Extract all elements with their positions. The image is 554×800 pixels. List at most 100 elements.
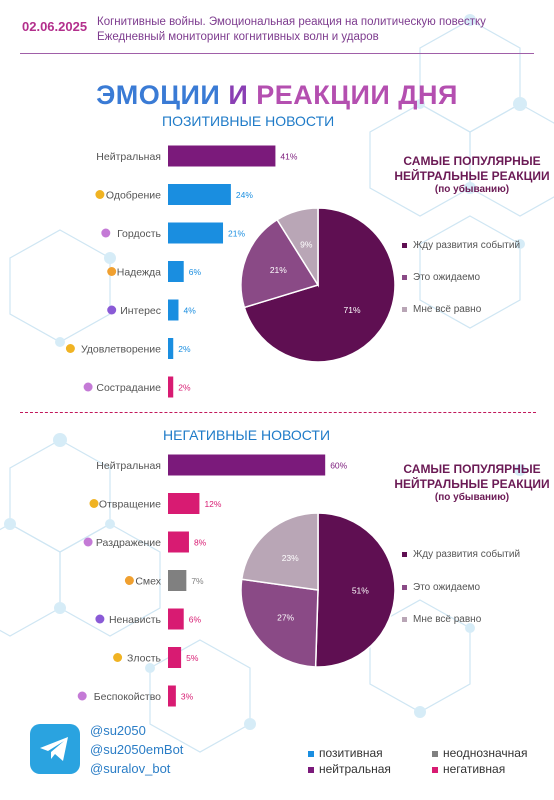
legend-swatch [432, 750, 438, 757]
pie-negative-slice-label: 51% [352, 586, 369, 596]
negative-category-label: Смех [135, 576, 161, 588]
legend-label: неоднозначная [443, 746, 528, 760]
legend-label: Это ожидаемо [413, 272, 481, 283]
positive-value-label: 24% [236, 190, 253, 200]
pie-positive-slice [240, 218, 320, 309]
legend-label: Жду развития событий [413, 240, 521, 251]
handle-link-1[interactable]: @su2050 [90, 723, 146, 738]
popular-subtitle-positive: (по убыванию) [434, 184, 510, 195]
pie-negative-slice [240, 512, 319, 591]
interest-emoji-icon [107, 305, 117, 315]
report-subtitle: Когнитивные войны. Эмоциональная реакция… [97, 15, 486, 45]
legend-label: Жду развития событий [413, 549, 521, 560]
hatred-emoji-icon [95, 614, 105, 624]
positive-bar [168, 261, 184, 282]
positive-section-title: ПОЗИТИВНЫЕ НОВОСТИ [162, 113, 335, 129]
legend-swatch [402, 551, 407, 557]
popular-title-line-1: САМЫЕ ПОПУЛЯРНЫЕ [403, 462, 541, 476]
legend-swatch [432, 766, 438, 773]
positive-category-label: Интерес [120, 305, 161, 317]
negative-section-title: НЕГАТИВНЫЕ НОВОСТИ [163, 427, 331, 443]
positive-bar [168, 376, 174, 398]
report-date: 02.06.2025 [22, 19, 88, 34]
irritation-emoji-icon [83, 537, 93, 547]
positive-bar [168, 338, 174, 359]
header-divider [20, 53, 534, 54]
pie-negative-slice-label: 27% [277, 612, 294, 622]
anger-emoji-icon [113, 653, 123, 662]
popular-title-positive: САМЫЕ ПОПУЛЯРНЫЕ НЕЙТРАЛЬНЫЕ РЕАКЦИИ [392, 154, 552, 184]
negative-bar [168, 493, 200, 514]
legend-swatch [308, 766, 314, 773]
positive-bar [168, 184, 231, 205]
legend-swatch [402, 616, 407, 622]
title-word-1: ЭМОЦИИ [96, 80, 221, 110]
legend-swatch [402, 584, 407, 590]
negative-category-label: Нейтральная [96, 460, 161, 472]
popular-title-line-1: САМЫЕ ПОПУЛЯРНЫЕ [403, 154, 541, 168]
positive-value-label: 2% [178, 383, 191, 393]
negative-value-label: 3% [181, 692, 194, 702]
positive-bar [168, 299, 179, 321]
positive-value-label: 21% [228, 229, 245, 239]
negative-value-label: 8% [194, 538, 207, 548]
legend-label: позитивная [319, 746, 383, 760]
negative-value-label: 60% [330, 461, 347, 471]
telegram-logo [30, 724, 80, 774]
positive-category-label: Гордость [117, 228, 161, 240]
negative-value-label: 6% [189, 615, 202, 625]
legend-label: Мне всё равно [413, 614, 482, 625]
negative-value-label: 7% [191, 576, 204, 586]
pie1-legend-item-1: Жду развития событий [402, 240, 520, 251]
pie-negative-slice [314, 512, 396, 668]
subtitle-line-2: Ежедневный мониторинг когнитивных волн и… [97, 31, 379, 43]
laughter-emoji-icon [124, 576, 134, 585]
subtitle-line-1: Когнитивные войны. Эмоциональная реакция… [97, 16, 486, 28]
positive-category-label: Надежда [117, 267, 161, 279]
pie1-legend-item-3: Мне всё равно [402, 304, 481, 315]
positive-category-label: Одобрение [106, 190, 161, 202]
positive-bar [168, 145, 276, 167]
disgust-emoji-icon [89, 499, 99, 508]
legend-neutral: нейтральная [308, 762, 391, 776]
telegram-icon [40, 737, 68, 761]
pie2-legend-item-1: Жду развития событий [402, 549, 520, 560]
popular-title-line-2: НЕЙТРАЛЬНЫЕ РЕАКЦИИ [394, 477, 550, 491]
handle-link-3[interactable]: @suralov_bot [90, 761, 171, 776]
legend-swatch [402, 306, 407, 312]
handle-link-2[interactable]: @su2050emBot [90, 742, 184, 757]
negative-bar [168, 647, 182, 668]
page-title: ЭМОЦИИ И РЕАКЦИИ ДНЯ [0, 80, 554, 111]
legend-swatch [402, 242, 407, 248]
negative-bar [168, 608, 184, 630]
popular-title-line-2: НЕЙТРАЛЬНЫЕ РЕАКЦИИ [394, 169, 550, 183]
negative-bar [168, 454, 326, 476]
anxiety-emoji-icon [77, 691, 87, 701]
positive-value-label: 2% [178, 344, 191, 354]
popular-subtitle-negative: (по убыванию) [434, 492, 510, 503]
legend-positive: позитивная [308, 746, 383, 760]
negative-bar [168, 570, 187, 591]
pie-negative-slice [240, 578, 319, 668]
legend-swatch [402, 274, 407, 280]
positive-category-label: Удовлетворение [81, 344, 161, 356]
legend-label: нейтральная [319, 762, 391, 776]
satisfaction-emoji-icon [65, 344, 75, 353]
pie-positive-slice-label: 71% [344, 305, 361, 315]
pie-positive-slice [276, 207, 319, 288]
negative-value-label: 12% [204, 499, 221, 509]
title-word-3: РЕАКЦИИ ДНЯ [256, 80, 458, 110]
pie-negative-slice-label: 23% [282, 553, 299, 563]
positive-bar [168, 222, 224, 244]
legend-negative: негативная [432, 762, 505, 776]
pie1-legend-item-2: Это ожидаемо [402, 272, 480, 283]
positive-category-label: Нейтральная [96, 151, 161, 163]
positive-value-label: 41% [280, 152, 297, 162]
negative-category-label: Злость [127, 653, 161, 665]
legend-swatch [308, 750, 314, 757]
legend-ambiguous: неоднозначная [432, 746, 527, 760]
medal-emoji-icon [101, 228, 111, 238]
legend-label: Мне всё равно [413, 304, 482, 315]
negative-category-label: Раздражение [96, 537, 161, 549]
